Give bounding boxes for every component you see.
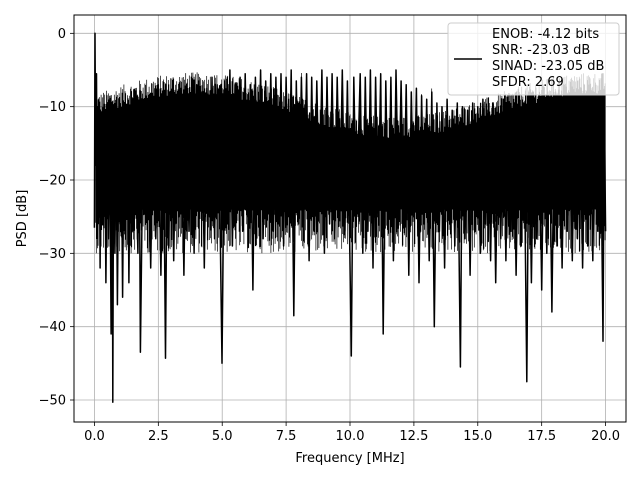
- x-tick-label: 20.0: [591, 429, 620, 444]
- x-tick-label: 2.5: [148, 429, 169, 444]
- x-tick-label: 0.0: [84, 429, 105, 444]
- legend: ENOB: -4.12 bits SNR: -23.03 dB SINAD: -…: [447, 22, 620, 96]
- x-tick-label: 12.5: [399, 429, 428, 444]
- x-tick-label: 17.5: [527, 429, 556, 444]
- legend-entry-sinad: SINAD: -23.05 dB: [492, 59, 604, 74]
- x-tick-label: 10.0: [336, 429, 365, 444]
- x-axis-label: Frequency [MHz]: [295, 451, 404, 466]
- x-tick-label: 7.5: [276, 429, 297, 444]
- legend-entry-enob: ENOB: -4.12 bits: [492, 27, 599, 42]
- legend-entry-sfdr: SFDR: 2.69: [492, 75, 564, 90]
- y-axis-label: PSD [dB]: [15, 190, 30, 248]
- y-tick-label: −50: [39, 394, 66, 409]
- y-tick-label: −20: [39, 174, 66, 189]
- legend-box: [447, 22, 620, 96]
- y-tick-label: −30: [39, 247, 66, 262]
- psd-series-line: [93, 32, 607, 403]
- x-tick-label: 15.0: [463, 429, 492, 444]
- y-tick-label: −40: [39, 320, 66, 335]
- x-tick-label: 5.0: [212, 429, 233, 444]
- y-tick-label: −10: [39, 100, 66, 115]
- x-axis-ticks: 0.0 2.5 5.0 7.5 10.0 12.5 15.0 17.5 20.0: [84, 422, 620, 444]
- y-tick-label: 0: [58, 27, 66, 42]
- legend-entry-snr: SNR: -23.03 dB: [492, 43, 590, 58]
- y-axis-ticks: 0 −10 −20 −30 −40 −50: [39, 27, 74, 409]
